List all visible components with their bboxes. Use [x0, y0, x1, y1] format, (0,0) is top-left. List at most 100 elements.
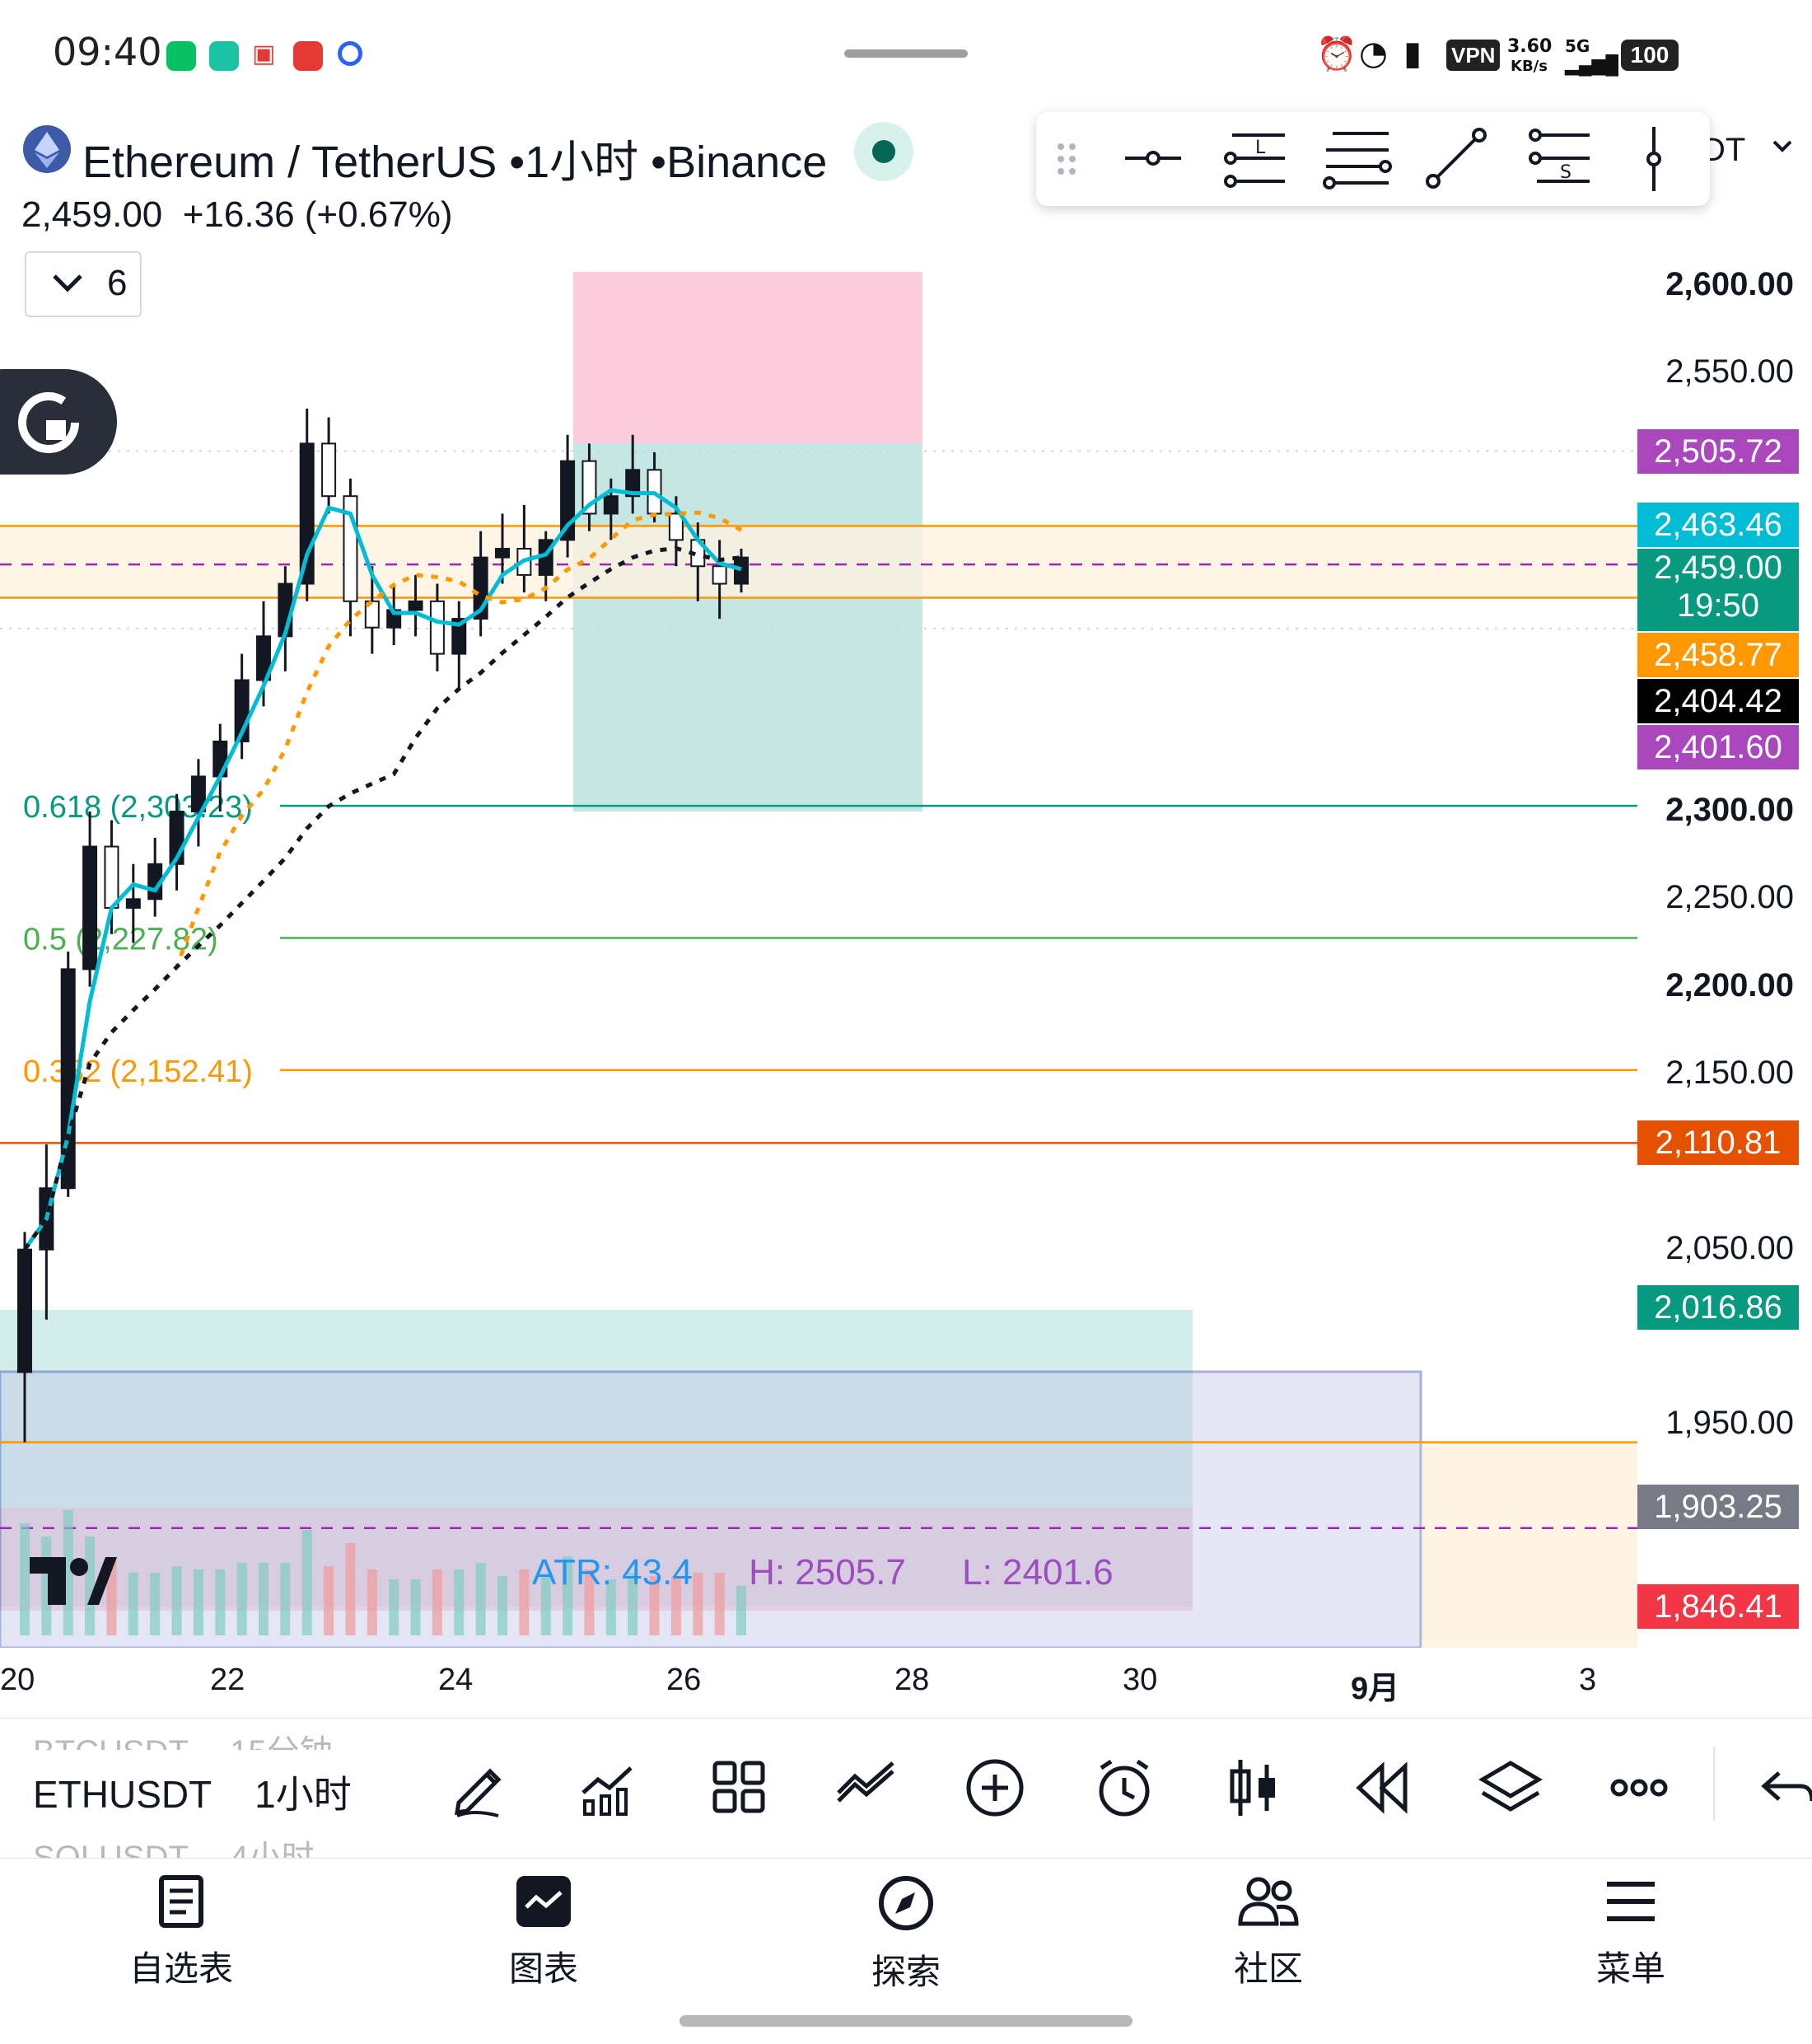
candle-body — [603, 495, 619, 515]
price-chart[interactable]: 0.618 (2,303.23)0.5 (2,227.82)0.382 (2,1… — [0, 247, 1812, 1648]
status-time: 09:40 — [53, 30, 162, 74]
vertical-line-icon[interactable] — [1637, 124, 1670, 194]
drag-handle-icon[interactable] — [1054, 140, 1079, 178]
horizontal-ray-icon[interactable] — [1122, 133, 1184, 183]
chart-icon — [516, 1876, 571, 1927]
high-value: H: 2505.7 — [749, 1552, 906, 1593]
value-area-band — [0, 526, 1637, 598]
more-icon[interactable] — [1606, 1755, 1672, 1821]
fib-retracement-icon[interactable] — [1321, 127, 1392, 189]
undo-icon[interactable] — [1754, 1755, 1812, 1821]
network-type: 5G — [1565, 36, 1590, 56]
community-icon — [1238, 1877, 1299, 1926]
symbol-row-sol[interactable]: SOLUSDT 4小时 — [33, 1831, 315, 1859]
price-tick-label: 2,300.00 — [1665, 792, 1794, 828]
candle-body — [82, 845, 98, 971]
price-badge: 2,463.46 — [1637, 503, 1799, 548]
vpn-badge: VPN — [1446, 40, 1501, 71]
volume-bar — [20, 1523, 30, 1635]
price-badge: 2,110.81 — [1637, 1120, 1799, 1166]
short-position-icon[interactable]: S — [1527, 127, 1593, 189]
price-badge-value: 2,458.77 — [1654, 637, 1782, 674]
time-tick-label: 24 — [438, 1663, 474, 1697]
symbol-name: BTCUSDT — [33, 1734, 188, 1750]
fib-level-label: 0.382 (2,152.41) — [23, 1055, 253, 1089]
bar-style-icon[interactable] — [1221, 1755, 1287, 1821]
volume-bar — [215, 1569, 226, 1635]
price-badge: 2,404.42 — [1637, 679, 1799, 724]
candle-body — [451, 618, 467, 655]
volume-bar — [324, 1566, 334, 1635]
symbol-row-eth[interactable]: ETHUSDT 1小时 — [33, 1765, 352, 1819]
nav-explore[interactable]: 探索 — [824, 1874, 988, 1995]
time-tick-label: 20 — [0, 1663, 35, 1697]
ethereum-logo-icon — [23, 125, 71, 173]
nav-community[interactable]: 社区 — [1186, 1874, 1351, 1991]
volume-bar — [563, 1556, 573, 1635]
price-badge-value: 2,505.72 — [1654, 433, 1782, 470]
signal-icon: ▂▄▆█ — [1565, 54, 1619, 75]
candle-body — [625, 469, 641, 498]
price-badge: 2,016.86 — [1637, 1285, 1799, 1331]
price-badge: 2,505.72 — [1637, 428, 1799, 474]
bottom-toolbar: BTCUSDT 15分钟 ETHUSDT 1小时 SOLUSDT 4小时 — [0, 1718, 1812, 1859]
compare-icon[interactable] — [834, 1755, 899, 1821]
volume-bar — [605, 1579, 616, 1635]
vibrate-icon: ▮ — [1403, 35, 1422, 72]
app-notification-icon — [209, 41, 239, 71]
time-tick-label: 9月 — [1351, 1672, 1400, 1706]
indicators-icon[interactable] — [577, 1755, 642, 1821]
indicator-collapse-button[interactable]: 6 — [25, 251, 142, 317]
replay-icon[interactable] — [1349, 1755, 1415, 1821]
replay-button[interactable] — [0, 369, 117, 475]
candle-body — [429, 600, 445, 655]
browser-icon — [338, 41, 362, 66]
add-icon[interactable] — [962, 1755, 1028, 1821]
network-unit: KB/s — [1511, 58, 1548, 75]
news-app-icon: ▣ — [252, 40, 276, 68]
candle-body — [125, 898, 141, 909]
bottom-nav — [0, 1858, 1812, 2044]
short-position-stop-zone — [573, 272, 922, 443]
trend-line-icon[interactable] — [1425, 127, 1487, 189]
nav-watchlist[interactable]: 自选表 — [99, 1874, 264, 1991]
date-range-box — [0, 1370, 1422, 1648]
time-tick-label: 26 — [666, 1663, 702, 1697]
price-badge: 2,458.77 — [1637, 633, 1799, 678]
nav-menu[interactable]: 菜单 — [1548, 1874, 1713, 1991]
long-position-icon[interactable]: L — [1222, 127, 1288, 189]
pencil-icon[interactable] — [449, 1755, 515, 1821]
volume-bar — [454, 1569, 465, 1635]
volume-bar — [85, 1537, 96, 1635]
volume-bar — [280, 1563, 291, 1635]
gesture-bar — [680, 2015, 1132, 2027]
toolbar-divider — [1713, 1747, 1715, 1821]
top-handle — [844, 49, 968, 58]
price-badge-value: 2,404.42 — [1654, 683, 1782, 720]
candle-body — [712, 565, 727, 585]
volume-bar — [584, 1569, 595, 1635]
symbol-title[interactable]: Ethereum / TetherUS •1小时 •Binance — [82, 138, 828, 187]
nav-label: 图表 — [508, 1948, 578, 1989]
status-bar: 09:40 ▣ ⏰ ◔ ▮ VPN 3.60 KB/s 5G ▂▄▆█ 100 — [0, 0, 1812, 103]
alert-icon[interactable] — [1091, 1755, 1157, 1821]
battery-icon: 100 — [1621, 40, 1679, 71]
chevron-down-icon[interactable] — [1771, 138, 1794, 159]
symbol-interval: 1小时 — [255, 1773, 352, 1816]
tradingview-logo[interactable] — [28, 1555, 119, 1607]
indicator-count: 6 — [107, 263, 128, 303]
menu-icon — [1607, 1882, 1655, 1921]
indicator-values: ATR: 43.4 H: 2505.7 L: 2401.6 — [532, 1552, 1114, 1593]
layers-icon[interactable] — [1478, 1755, 1543, 1821]
news-app-icon-2 — [293, 41, 323, 71]
market-status-icon[interactable] — [854, 122, 913, 181]
nav-chart[interactable]: 图表 — [461, 1874, 626, 1991]
candle-body — [408, 600, 423, 611]
volume-bar — [670, 1576, 681, 1635]
volume-bar — [497, 1576, 507, 1635]
price-badge: 2,401.60 — [1637, 725, 1799, 770]
wechat-icon — [166, 41, 196, 71]
symbol-row-btc[interactable]: BTCUSDT 15分钟 — [33, 1725, 333, 1750]
layout-icon[interactable] — [707, 1755, 773, 1821]
price-tick-label: 2,150.00 — [1665, 1055, 1794, 1091]
